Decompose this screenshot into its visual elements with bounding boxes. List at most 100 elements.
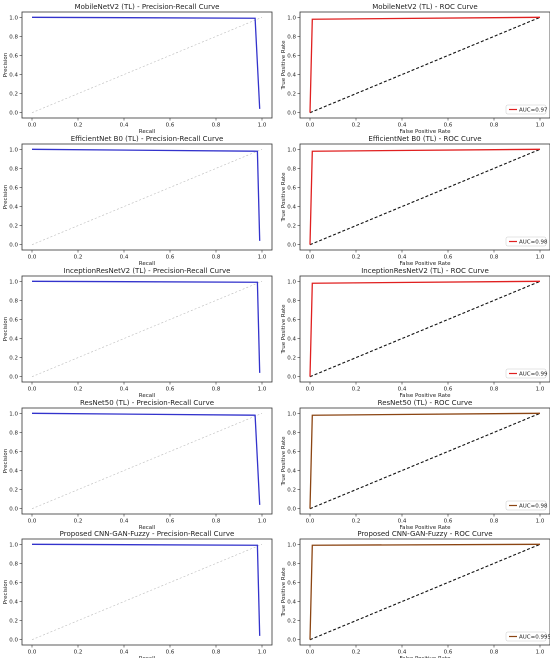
y-tick-label: 1.0	[9, 147, 18, 153]
x-tick-label: 0.0	[28, 387, 37, 393]
x-tick-label: 0.8	[212, 387, 221, 393]
reference-diagonal-line	[31, 544, 263, 640]
y-axis-label: True Positive Rate	[281, 40, 287, 91]
x-tick-label: 0.2	[352, 519, 361, 525]
y-axis-label: Precision	[3, 579, 9, 604]
chart-title: InceptionResNetV2 (TL) - Precision-Recal…	[64, 267, 231, 275]
chart-panel-4: EfficientNet B0 (TL) - ROC Curve 0.0 0.2 0.…	[281, 135, 550, 267]
legend-label: AUC=0.98	[519, 504, 548, 510]
y-tick-label: 1.0	[287, 15, 296, 21]
y-tick-label: 0.8	[287, 561, 296, 567]
x-tick-label: 0.4	[398, 519, 407, 525]
y-tick-label: 1.0	[287, 411, 296, 417]
x-axis-label: False Positive Rate	[399, 656, 451, 658]
curve-line-series-1	[309, 412, 541, 509]
x-tick-label: 0.8	[490, 387, 499, 393]
x-tick-label: 0.6	[444, 650, 453, 656]
x-tick-label: 1.0	[258, 519, 267, 525]
chart-title: InceptionResNetV2 (TL) - ROC Curve	[361, 267, 489, 275]
y-tick-label: 0.0	[9, 243, 18, 249]
x-tick-label: 0.6	[166, 650, 175, 656]
x-axis-label: Recall	[139, 129, 156, 135]
y-tick-label: 0.2	[287, 488, 296, 494]
y-tick-label: 0.6	[9, 449, 18, 455]
reference-diagonal-line	[309, 16, 541, 114]
curve-line-series-1	[309, 16, 541, 113]
reference-diagonal-line	[31, 281, 263, 377]
x-tick-label: 0.4	[120, 519, 129, 525]
x-tick-label: 0.6	[166, 519, 175, 525]
x-tick-label: 0.4	[398, 123, 407, 129]
y-tick-label: 0.2	[287, 356, 296, 362]
legend: AUC=0.98	[505, 236, 548, 247]
x-tick-label: 0.0	[306, 519, 315, 525]
y-tick-label: 0.2	[287, 92, 296, 98]
y-tick-label: 0.2	[9, 619, 18, 625]
legend: AUC=0.98	[505, 500, 548, 511]
y-tick-label: 0.0	[9, 375, 18, 381]
y-tick-label: 0.8	[9, 34, 18, 40]
legend-box	[505, 631, 547, 642]
y-tick-label: 0.6	[287, 449, 296, 455]
y-tick-label: 0.4	[9, 469, 18, 475]
x-tick-label: 0.6	[444, 123, 453, 129]
x-tick-label: 0.4	[120, 255, 129, 261]
y-tick-label: 0.0	[287, 111, 296, 117]
x-tick-label: 1.0	[258, 255, 267, 261]
x-tick-label: 0.8	[212, 650, 221, 656]
x-tick-label: 0.2	[74, 650, 83, 656]
x-tick-label: 0.4	[120, 387, 129, 393]
y-tick-label: 0.2	[9, 488, 18, 494]
plot-frame	[299, 143, 550, 251]
y-tick-label: 0.2	[9, 224, 18, 230]
x-tick-label: 1.0	[536, 387, 545, 393]
y-axis-label: True Positive Rate	[281, 304, 287, 355]
y-tick-label: 1.0	[9, 279, 18, 285]
x-axis-label: False Positive Rate	[399, 261, 451, 267]
x-tick-label: 0.2	[352, 255, 361, 261]
legend-label: AUC=0.98	[519, 240, 548, 246]
y-tick-label: 0.0	[287, 638, 296, 644]
chart-title: MobileNetV2 (TL) - ROC Curve	[372, 3, 477, 11]
x-tick-label: 0.4	[398, 650, 407, 656]
chart-panel-2: MobileNetV2 (TL) - ROC Curve 0.0 0.2 0.4 0.6…	[281, 3, 550, 135]
x-tick-label: 0.6	[166, 123, 175, 129]
x-tick-label: 0.8	[490, 123, 499, 129]
y-axis-label: True Positive Rate	[281, 436, 287, 487]
x-tick-label: 1.0	[536, 123, 545, 129]
x-tick-label: 0.4	[398, 387, 407, 393]
y-tick-label: 1.0	[9, 15, 18, 21]
y-tick-label: 0.0	[9, 111, 18, 117]
x-tick-label: 0.2	[352, 650, 361, 656]
legend-box	[505, 236, 547, 247]
curve-line-series-1	[31, 16, 261, 109]
x-tick-label: 0.8	[212, 255, 221, 261]
y-tick-label: 0.6	[287, 580, 296, 586]
x-tick-label: 0.0	[306, 650, 315, 656]
chart-panel-8: ResNet50 (TL) - ROC Curve 0.0 0.2 0.4 0.6 0.8…	[281, 399, 550, 531]
y-tick-label: 0.8	[9, 298, 18, 304]
chart-panel-7: ResNet50 (TL) - Precision-Recall Curve 0.…	[3, 399, 273, 531]
x-tick-label: 0.0	[306, 387, 315, 393]
x-tick-label: 0.8	[212, 123, 221, 129]
x-tick-label: 1.0	[536, 519, 545, 525]
y-tick-label: 0.6	[9, 580, 18, 586]
y-axis-label: Precision	[3, 448, 9, 473]
x-tick-label: 0.8	[212, 519, 221, 525]
x-tick-label: 1.0	[536, 255, 545, 261]
chart-panel-10: Proposed CNN-GAN-Fuzzy - ROC Curve 0.0 0.2…	[281, 530, 550, 658]
chart-panel-9: Proposed CNN-GAN-Fuzzy - Precision-Recal…	[3, 530, 273, 658]
x-tick-label: 0.6	[444, 519, 453, 525]
y-tick-label: 0.6	[9, 185, 18, 191]
curve-line-series-1	[31, 543, 261, 636]
y-tick-label: 0.0	[9, 507, 18, 513]
y-tick-label: 0.0	[9, 638, 18, 644]
y-tick-label: 0.4	[287, 469, 296, 475]
y-axis-label: True Positive Rate	[281, 567, 287, 618]
x-tick-label: 0.0	[306, 255, 315, 261]
legend-label: AUC=0.99	[519, 372, 548, 378]
x-tick-label: 0.4	[120, 650, 129, 656]
legend-box	[505, 368, 547, 379]
x-tick-label: 1.0	[258, 650, 267, 656]
